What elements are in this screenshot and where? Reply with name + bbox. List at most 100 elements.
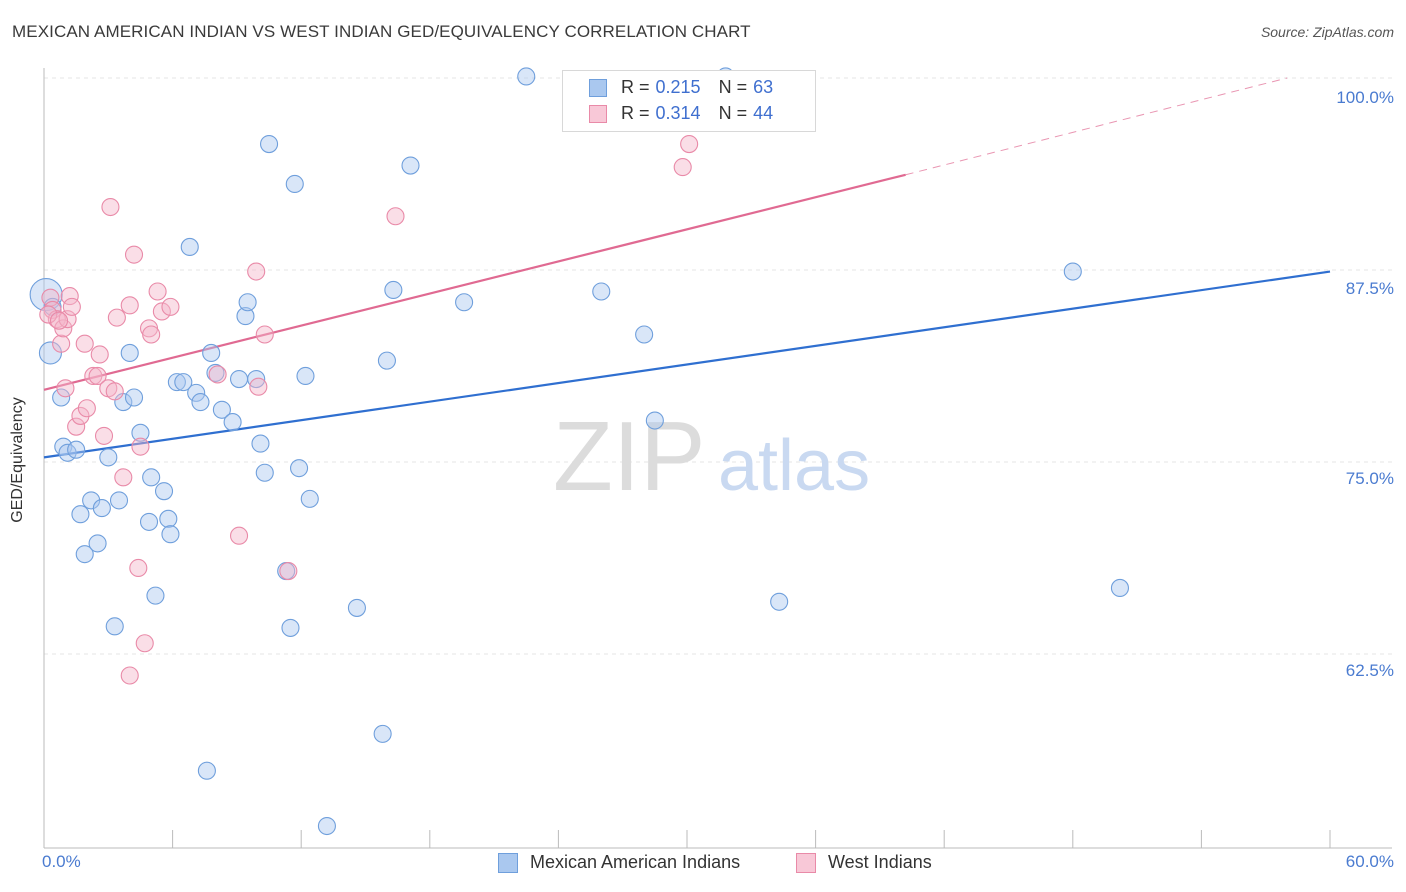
bottom-legend-label-blue: Mexican American Indians <box>530 852 741 872</box>
point-mexican-american-indians <box>290 459 309 478</box>
watermark: ZIP atlas <box>553 401 870 511</box>
legend-r-value-pink: 0.314 <box>655 103 701 123</box>
x-tick-0: 0.0% <box>42 852 81 871</box>
legend-r-value-blue: 0.215 <box>655 77 701 97</box>
point-west-indians <box>84 366 103 386</box>
point-mexican-american-indians <box>296 366 315 386</box>
point-mexican-american-indians <box>197 761 216 780</box>
point-mexican-american-indians <box>67 440 86 459</box>
legend-n-value-pink: 44 <box>753 103 774 123</box>
point-mexican-american-indians <box>259 134 279 154</box>
point-mexican-american-indians <box>88 534 107 553</box>
point-mexican-american-indians <box>401 156 420 175</box>
point-west-indians <box>60 287 79 306</box>
stats-legend: R = 0.215 N = 63 R = 0.314 N = 44 <box>562 70 816 132</box>
point-mexican-american-indians <box>592 282 611 301</box>
point-west-indians <box>94 426 114 445</box>
point-west-indians <box>135 634 154 653</box>
legend-n-label: N = <box>718 77 748 97</box>
point-mexican-american-indians <box>229 370 249 389</box>
legend-n-label: N = <box>718 103 748 123</box>
bottom-legend-pink: West Indians <box>796 852 932 873</box>
point-mexican-american-indians <box>52 388 71 407</box>
point-mexican-american-indians <box>99 448 118 467</box>
watermark-atlas: atlas <box>718 426 870 506</box>
point-mexican-american-indians <box>236 307 255 326</box>
y-axis-label: GED/Equivalency <box>9 397 26 523</box>
bottom-legend-blue: Mexican American Indians <box>498 852 740 873</box>
point-mexican-american-indians <box>1063 262 1082 281</box>
point-west-indians <box>90 345 109 364</box>
point-west-indians <box>71 406 90 425</box>
point-west-indians <box>124 245 144 264</box>
pink-swatch-icon <box>589 104 607 123</box>
point-mexican-american-indians <box>770 592 789 611</box>
point-west-indians <box>62 297 81 316</box>
point-west-indians <box>208 365 227 384</box>
point-west-indians <box>279 562 298 581</box>
point-mexican-american-indians <box>146 586 165 605</box>
point-west-indians <box>107 308 126 327</box>
point-west-indians <box>114 468 133 487</box>
point-mexican-american-indians <box>131 423 150 442</box>
point-mexican-american-indians <box>187 383 206 402</box>
point-west-indians <box>49 311 69 330</box>
point-mexican-american-indians <box>317 816 336 836</box>
point-west-indians <box>673 158 692 177</box>
legend-row-pink: R = 0.314 N = 44 <box>589 103 773 124</box>
legend-r-label: R = <box>621 103 650 123</box>
point-mexican-american-indians <box>285 174 304 194</box>
point-mexican-american-indians <box>251 434 270 453</box>
source-credit: Source: ZipAtlas.com <box>1260 24 1394 40</box>
point-west-indians <box>120 296 139 315</box>
point-west-indians <box>88 366 107 386</box>
chart-title: MEXICAN AMERICAN INDIAN VS WEST INDIAN G… <box>12 22 751 41</box>
point-mexican-american-indians <box>109 491 129 510</box>
legend-r-label: R = <box>621 77 650 97</box>
point-west-indians <box>247 262 266 281</box>
point-west-indians <box>161 297 180 316</box>
point-west-indians <box>120 666 139 685</box>
blue-swatch-icon <box>589 78 607 97</box>
point-mexican-american-indians <box>377 351 396 370</box>
y-tick-87-5: 87.5% <box>1345 279 1394 298</box>
point-west-indians <box>101 197 120 217</box>
pink-legend-swatch-icon <box>796 852 816 873</box>
legend-row-blue: R = 0.215 N = 63 <box>589 77 773 98</box>
point-west-indians <box>142 325 161 344</box>
point-west-indians <box>77 399 96 418</box>
point-mexican-american-indians <box>384 280 403 300</box>
point-west-indians <box>386 207 405 226</box>
point-mexican-american-indians <box>75 545 94 564</box>
point-mexican-american-indians <box>159 509 178 528</box>
grid-lines <box>44 77 1392 655</box>
trend-lines <box>43 77 1331 459</box>
point-mexican-american-indians <box>300 489 319 508</box>
x-tick-60: 60.0% <box>1345 852 1394 871</box>
y-tick-75: 75.0% <box>1345 469 1394 488</box>
point-mexican-american-indians <box>238 293 257 312</box>
point-mexican-american-indians <box>161 525 180 544</box>
trend-line-mexican-american-indians <box>43 270 1331 459</box>
point-mexican-american-indians <box>167 373 186 392</box>
y-tick-62-5: 62.5% <box>1345 661 1394 680</box>
bottom-legend-label-pink: West Indians <box>828 852 932 872</box>
trend-line-west-indians-extension <box>905 77 1288 176</box>
point-mexican-american-indians <box>347 598 366 617</box>
point-mexican-american-indians <box>154 482 174 501</box>
point-mexican-american-indians <box>180 237 199 257</box>
point-west-indians <box>152 302 171 321</box>
point-mexican-american-indians <box>71 505 90 524</box>
point-mexican-american-indians <box>139 512 159 531</box>
axes <box>43 68 1392 849</box>
point-mexican-american-indians <box>29 278 63 312</box>
point-west-indians <box>39 305 58 324</box>
blue-legend-swatch-icon <box>498 852 518 873</box>
point-mexican-american-indians <box>517 67 536 86</box>
point-west-indians <box>67 417 86 436</box>
point-west-indians <box>129 558 148 578</box>
point-mexican-american-indians <box>212 400 231 419</box>
point-mexican-american-indians <box>455 293 474 312</box>
